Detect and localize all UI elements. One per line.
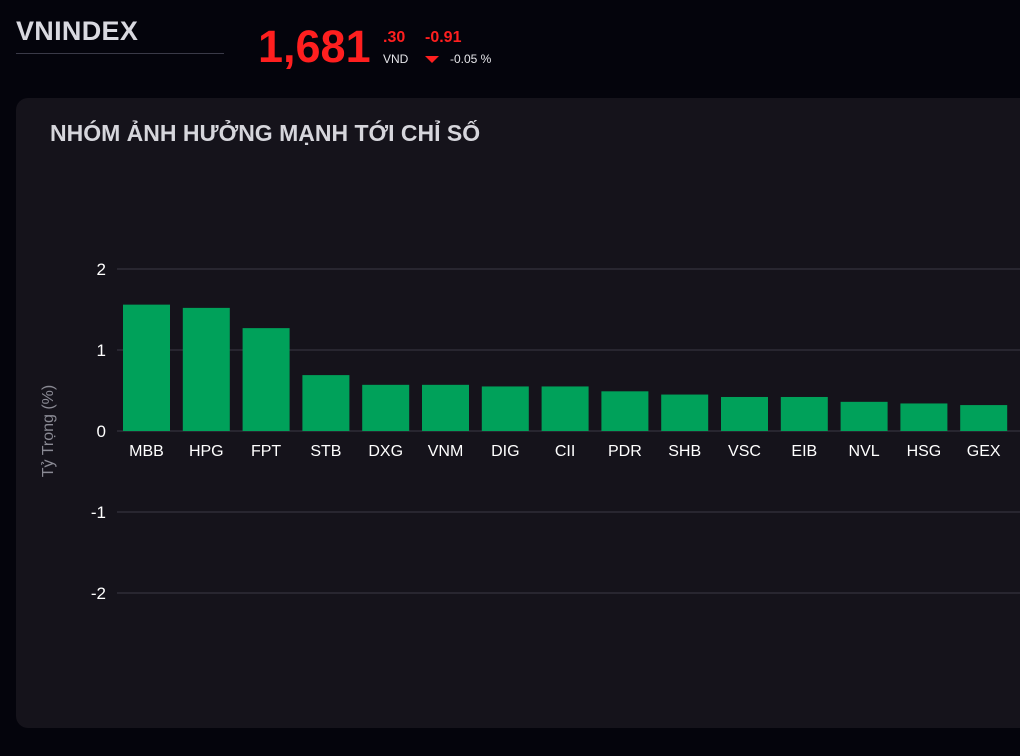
- price-decimal: .30: [383, 29, 406, 46]
- bar-vnm: [422, 384, 469, 431]
- y-tick-label: 2: [97, 260, 106, 279]
- bar-layer: [123, 304, 1008, 431]
- bar-vsc: [721, 396, 768, 431]
- x-tick-label: HSG: [907, 443, 942, 460]
- index-name[interactable]: VNINDEX: [16, 16, 139, 46]
- bar-hpg: [182, 307, 230, 431]
- price-change-percent: -0.05 %: [450, 52, 492, 66]
- y-tick-label: -2: [91, 584, 106, 603]
- x-tick-label: GEX: [967, 443, 1001, 460]
- x-tick-label: PDR: [608, 443, 642, 460]
- x-tick-label: EIB: [791, 443, 817, 460]
- y-tick-label: 0: [97, 422, 106, 441]
- bar-dig: [481, 386, 529, 431]
- bar-dxg: [362, 384, 410, 431]
- x-tick-label: DXG: [368, 443, 403, 460]
- label-layer: 2 1 0 -1 -2 Tỷ Trọng (%) MBB HPG FPT STB DXG VNM DIG…: [40, 260, 1001, 603]
- x-tick-label: FPT: [251, 443, 281, 460]
- x-tick-label: MBB: [129, 443, 164, 460]
- x-tick-label: NVL: [849, 443, 880, 460]
- bar-hsg: [900, 403, 948, 431]
- card-title: NHÓM ẢNH HƯỞNG MẠNH TỚI CHỈ SỐ: [50, 120, 481, 146]
- bar-cii: [541, 386, 589, 431]
- x-tick-label: CII: [555, 443, 575, 460]
- bar-mbb: [123, 304, 170, 431]
- x-tick-label: SHB: [668, 443, 701, 460]
- bar-pdr: [601, 391, 649, 431]
- bar-gex: [960, 405, 1008, 431]
- x-tick-label: VSC: [728, 443, 761, 460]
- bar-shb: [661, 394, 709, 431]
- quote-header: VNINDEX 1,681 .30 VND -0.91 -0.05 %: [0, 0, 1020, 90]
- y-axis-label: Tỷ Trọng (%): [40, 385, 57, 477]
- price-integer: 1,681: [258, 21, 371, 72]
- x-tick-label: STB: [310, 443, 341, 460]
- bar-eib: [780, 396, 828, 431]
- price-unit: VND: [383, 52, 409, 66]
- x-tick-label: DIG: [491, 443, 519, 460]
- bar-fpt: [242, 328, 290, 431]
- x-tick-label: HPG: [189, 443, 224, 460]
- y-tick-label: -1: [91, 503, 106, 522]
- price-change: -0.91: [425, 29, 462, 46]
- x-tick-label: VNM: [428, 443, 464, 460]
- y-tick-label: 1: [97, 341, 106, 360]
- index-name-underline: [16, 53, 224, 54]
- bar-stb: [302, 375, 350, 431]
- bar-nvl: [840, 401, 888, 431]
- down-arrow-icon: [425, 56, 439, 63]
